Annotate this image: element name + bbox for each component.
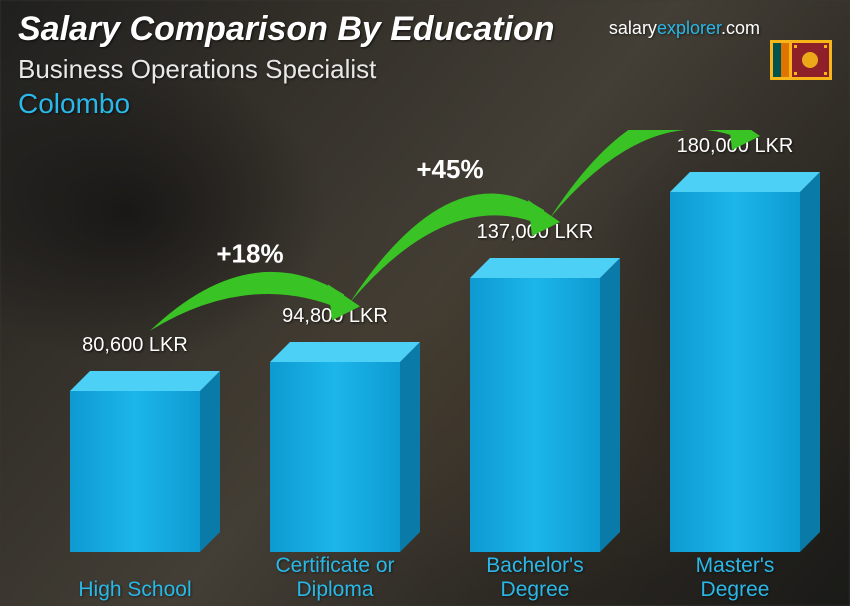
bar xyxy=(70,391,200,552)
bar xyxy=(470,278,600,552)
category-label: Bachelor'sDegree xyxy=(445,554,625,602)
chart-subtitle: Business Operations Specialist xyxy=(18,54,376,85)
bar-chart: 80,600 LKR High School 94,800 LKR Certifica… xyxy=(30,130,800,606)
bar-front xyxy=(470,278,600,552)
brand-part-2: explorer xyxy=(657,18,721,38)
bar-front xyxy=(70,391,200,552)
category-label: High School xyxy=(45,578,225,602)
bar-top xyxy=(670,172,820,192)
arc-percent-label: +45% xyxy=(416,154,483,184)
value-label: 180,000 LKR xyxy=(645,135,825,158)
bar-front xyxy=(670,192,800,552)
flag-icon xyxy=(770,40,832,80)
value-label: 137,000 LKR xyxy=(445,221,625,244)
bar-top xyxy=(70,371,220,391)
category-label: Master'sDegree xyxy=(645,554,825,602)
chart-title: Salary Comparison By Education xyxy=(18,10,555,49)
bar-front xyxy=(270,362,400,552)
bar xyxy=(270,362,400,552)
bar-side xyxy=(600,258,620,552)
bar-top xyxy=(270,342,420,362)
bar xyxy=(670,192,800,552)
value-label: 94,800 LKR xyxy=(245,305,425,328)
value-label: 80,600 LKR xyxy=(45,334,225,357)
bar-top xyxy=(470,258,620,278)
brand-part-3: .com xyxy=(721,18,760,38)
infographic-content: Salary Comparison By Education Business … xyxy=(0,0,850,606)
bar-side xyxy=(200,371,220,552)
brand-watermark: salaryexplorer.com xyxy=(609,18,760,39)
bar-side xyxy=(400,342,420,552)
arc-percent-label: +18% xyxy=(216,238,283,268)
chart-location: Colombo xyxy=(18,88,130,120)
bar-side xyxy=(800,172,820,552)
category-label: Certificate orDiploma xyxy=(245,554,425,602)
brand-part-1: salary xyxy=(609,18,657,38)
